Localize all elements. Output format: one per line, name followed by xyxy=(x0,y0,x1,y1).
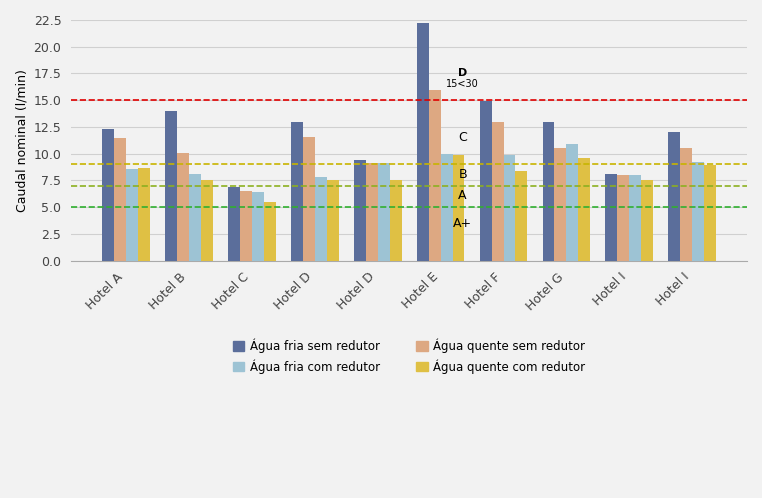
Bar xyxy=(566,144,578,260)
Bar xyxy=(440,154,453,260)
Bar xyxy=(428,90,440,260)
Bar xyxy=(303,136,315,260)
Bar xyxy=(504,155,515,260)
Bar xyxy=(126,169,138,260)
Bar xyxy=(515,171,527,260)
Bar xyxy=(543,122,555,260)
Bar xyxy=(629,175,642,260)
Bar xyxy=(102,129,114,260)
Y-axis label: Caudal nominal (l/min): Caudal nominal (l/min) xyxy=(15,69,28,212)
Bar xyxy=(668,132,680,260)
Bar xyxy=(642,180,653,260)
Bar xyxy=(177,152,189,260)
Bar xyxy=(315,177,327,260)
Bar xyxy=(228,187,240,260)
Bar xyxy=(240,191,251,260)
Bar xyxy=(704,165,716,260)
Bar xyxy=(578,158,591,260)
Text: 15<30: 15<30 xyxy=(447,79,479,89)
Bar xyxy=(366,163,378,260)
Bar xyxy=(680,148,693,260)
Bar xyxy=(479,101,491,260)
Bar xyxy=(491,122,504,260)
Bar xyxy=(138,168,149,260)
Bar xyxy=(200,180,213,260)
Text: B: B xyxy=(458,167,467,180)
Bar xyxy=(264,202,276,260)
Bar xyxy=(327,180,338,260)
Text: D: D xyxy=(458,68,467,78)
Bar xyxy=(354,160,366,260)
Bar xyxy=(617,175,629,260)
Bar xyxy=(453,155,465,260)
Bar xyxy=(606,174,617,260)
Bar xyxy=(189,174,200,260)
Bar xyxy=(114,137,126,260)
Bar xyxy=(291,122,303,260)
Bar xyxy=(251,192,264,260)
Bar xyxy=(389,180,402,260)
Bar xyxy=(555,148,566,260)
Bar xyxy=(693,162,704,260)
Bar xyxy=(165,111,177,260)
Text: A: A xyxy=(458,189,467,202)
Text: C: C xyxy=(458,131,467,144)
Bar xyxy=(378,163,389,260)
Bar xyxy=(417,23,428,260)
Text: A+: A+ xyxy=(453,217,472,230)
Legend: Água fria sem redutor, Água fria com redutor, Água quente sem redutor, Água quen: Água fria sem redutor, Água fria com red… xyxy=(228,334,591,378)
